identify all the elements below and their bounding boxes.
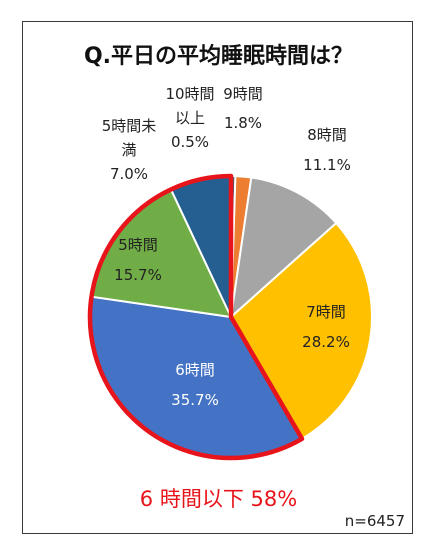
highlight-outline [87,173,305,461]
slice-name: 5時間 [118,236,158,254]
slice-percent: 0.5% [171,133,209,151]
slice-label-5時間未満: 5時間未満 7.0% [102,117,157,183]
slice-name: 7時間 [306,303,346,321]
slice-label-7時間: 7時間 28.2% [302,303,350,351]
pie-slice-8時間 [230,176,338,318]
pie-labels: 10時間以上 0.5% 9時間 1.8% 8時間 11.1% 7時間 28.2% 6時間 35.7… [102,85,351,409]
slice-percent: 15.7% [114,266,162,284]
slice-name: 5時間未 [102,117,157,135]
slice-name: 満 [121,141,136,159]
slice-name: 10時間 [165,85,214,103]
slice-percent: 35.7% [171,391,219,409]
slice-percent: 1.8% [224,114,262,132]
pie-slices [87,173,373,461]
slice-percent: 28.2% [302,333,350,351]
slice-name: 6時間 [175,361,215,379]
summary-annotation: 6 時間以下 58% [139,487,298,511]
slice-percent: 7.0% [110,165,148,183]
slice-name: 8時間 [307,126,347,144]
slice-percent: 11.1% [303,156,351,174]
slice-label-8時間: 8時間 11.1% [303,126,351,174]
slice-label-5時間: 5時間 15.7% [114,236,162,284]
slice-name: 9時間 [223,85,263,103]
slice-label-10時間以上: 10時間以上 0.5% [165,85,214,151]
chart-title: Q.平日の平均睡眠時間は？ [83,44,354,69]
slice-label-6時間: 6時間 35.7% [171,361,219,409]
slice-name: 以上 [175,109,205,127]
sample-size-label: n=6457 [344,512,405,530]
pie-slice-7時間 [230,222,373,440]
slice-label-9時間: 9時間 1.8% [223,85,263,132]
